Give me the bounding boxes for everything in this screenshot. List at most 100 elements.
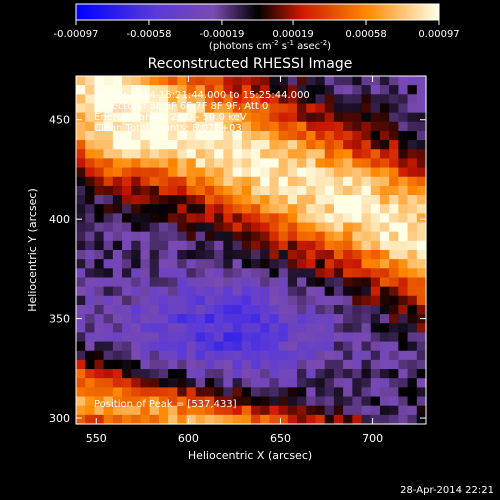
heatmap-cell [94,176,105,187]
heatmap-cell [168,314,178,324]
heatmap-cell [140,121,151,132]
heatmap-cell [85,332,96,343]
heatmap-cell [232,231,243,242]
heatmap-cell [297,387,307,398]
heatmap-cell [76,369,86,379]
heatmap-cell [398,94,409,105]
heatmap-cell [352,341,363,352]
heatmap-cell [214,414,224,425]
heatmap-cell [94,195,105,205]
heatmap-cell [361,121,372,132]
heatmap-cell [186,268,197,279]
heatmap-cell [214,369,224,379]
heatmap-cell [76,250,86,260]
heatmap-cell [103,195,114,205]
heatmap-cell [352,231,363,242]
heatmap-cell [416,359,427,370]
heatmap-cell [168,195,178,205]
heatmap-cell [195,405,206,416]
heatmap-cell [131,250,142,260]
heatmap-cell [370,103,381,114]
heatmap-cell [76,323,86,334]
heatmap-cell [297,149,307,160]
heatmap-cell [361,405,372,416]
heatmap-cell [407,378,418,388]
heatmap-cell [260,176,271,187]
heatmap-cell [278,213,289,224]
heatmap-cell [260,295,271,306]
heatmap-cell [343,259,353,269]
heatmap-cell [122,204,132,214]
heatmap-cell [131,295,142,306]
heatmap-cell [177,185,188,196]
heatmap-cell [352,240,363,251]
heatmap-cell [260,240,271,251]
heatmap-cell [389,103,399,114]
heatmap-cell [168,167,178,178]
heatmap-cell [158,387,169,398]
heatmap-cell [168,222,178,233]
heatmap-cell [352,387,363,398]
heatmap-cell [149,268,160,279]
heatmap-cell [315,167,326,178]
heatmap-cell [398,259,409,269]
y-tick-label: 350 [49,313,70,326]
heatmap-cell [416,268,427,279]
heatmap-cell [223,231,234,242]
heatmap-cell [407,222,418,233]
heatmap-cell [269,222,280,233]
heatmap-cell [251,295,261,306]
heatmap-cell [241,369,252,379]
colorbar [75,3,440,21]
heatmap-cell [324,112,335,123]
heatmap-cell [398,396,409,407]
heatmap-cell [76,295,86,306]
heatmap-cell [278,176,289,187]
heatmap-cell [131,213,142,224]
colorbar-tick-label: 0.00019 [272,29,313,40]
heatmap-cell [389,304,399,315]
heatmap-cell [149,130,160,141]
heatmap-cell [76,387,86,398]
heatmap-cell [361,259,372,269]
heatmap-cell [398,304,409,315]
heatmap-cell [306,350,317,361]
heatmap-cell [416,76,427,86]
heatmap-cell [94,185,105,196]
heatmap-cell [158,268,169,279]
heatmap-cell [94,341,105,352]
heatmap-cell [158,286,169,297]
heatmap-cell [112,295,123,306]
heatmap-cell [204,378,215,388]
heatmap-cell [204,295,215,306]
heatmap-cell [149,323,160,334]
heatmap-cell [379,213,390,224]
heatmap-cell [149,240,160,251]
heatmap-cell [140,304,151,315]
heatmap-cell [112,396,123,407]
heatmap-cell [232,204,243,214]
heatmap-cell [370,185,381,196]
heatmap-cell [297,378,307,388]
heatmap-cell [149,167,160,178]
heatmap-cell [140,277,151,288]
heatmap-cell [158,121,169,132]
heatmap-cell [122,213,132,224]
heatmap-cell [131,396,142,407]
heatmap-cell [389,359,399,370]
heatmap-cell [204,149,215,160]
heatmap-cell [177,369,188,379]
heatmap-cell [379,195,390,205]
heatmap-cell [416,277,427,288]
heatmap-cell [278,259,289,269]
heatmap-cell [103,231,114,242]
heatmap-cell [306,140,317,150]
heatmap-cell [85,231,96,242]
heatmap-cell [379,130,390,141]
heatmap-cell [214,149,224,160]
heatmap-cell [343,387,353,398]
heatmap-cell [241,268,252,279]
heatmap-cell [389,350,399,361]
heatmap-cell [204,250,215,260]
heatmap-cell [352,350,363,361]
